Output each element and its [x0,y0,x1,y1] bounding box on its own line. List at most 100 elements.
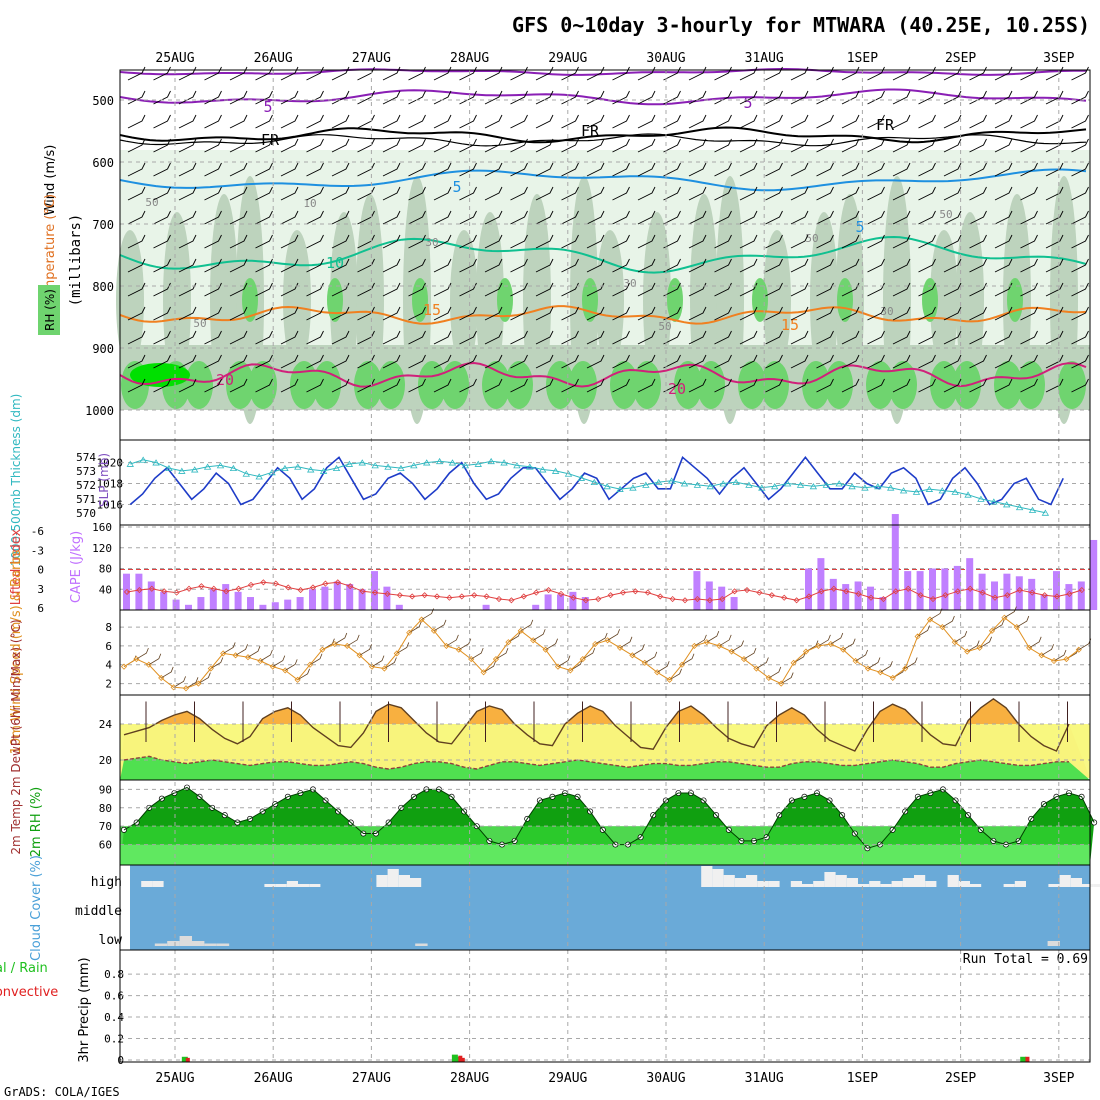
contour-label: 10 [303,197,316,210]
wind-barb [612,66,630,81]
wind-barb [510,330,528,345]
wind-barb [561,210,579,225]
wind10-barb [446,634,459,647]
li-marker [508,597,515,604]
rh-mid-blob [476,212,504,388]
freezing-level-contour [119,126,1087,144]
precip-run-total: Run Total = 0.69 [963,952,1088,967]
wind-barb [892,282,911,297]
rh-dark-blob [505,361,533,409]
wind-barb [153,258,171,273]
wind-barb [688,234,707,249]
thickness-ylabel: 1000-500mb Thickness (dm) [9,394,23,567]
cloud-high-bar [813,881,825,887]
wind-barb [408,378,426,393]
cloud-high-bar [958,881,970,887]
cloud-high-bar [914,875,926,887]
wind10-marker [182,685,190,692]
cloud-high-bar [141,881,153,887]
wind-barb [816,354,834,369]
wind10-marker [840,646,847,653]
wind-barb [739,162,758,177]
wind-barb [663,114,681,129]
wind-barb [535,162,554,177]
wind-barb [127,114,146,129]
wind10-barb [718,634,732,647]
wind10-barb [396,642,410,654]
wind10-marker [629,652,636,659]
wind10-barb [371,655,385,667]
wind-barb [382,138,401,153]
cloud-high-bar [723,875,735,887]
wind-barb [969,138,987,153]
wind-barb [382,90,401,105]
wind-barb [892,114,911,129]
wind-barb [229,90,248,105]
wind-barb [1071,330,1089,345]
wind-barb [433,354,452,369]
wind-barb [867,354,885,369]
wind-barb [969,66,987,81]
li-ytick: 6 [37,602,44,615]
wind-barb [127,210,146,225]
wind10-marker [604,637,611,644]
chart-title: GFS 0~10day 3-hourly for MTWARA (40.25E,… [512,13,1090,37]
wind10-barb [222,642,236,654]
rh2m-base-band [120,844,1090,865]
wind10-barb [582,647,596,660]
wind-barb [612,330,630,345]
wind-barb [459,258,477,273]
wind10-marker [294,676,301,683]
wind-barb [943,66,962,81]
wind-barb [994,234,1013,249]
wind-barb [1045,354,1064,369]
wind-barb [637,282,656,297]
wind-barb [408,258,426,273]
wind-barb [229,114,248,129]
wind10-marker [641,659,648,666]
wind10-marker [939,624,946,631]
wind-barb [229,378,248,393]
wind-barb [153,66,171,81]
wind-barb [204,234,222,249]
precip-total-bar [181,1056,188,1062]
wind10-barb [780,672,794,684]
cape-bar [482,604,490,610]
wind-barb [790,90,809,105]
wind-barb [178,330,197,345]
rh-dark-blob [697,361,725,409]
wind-barb [127,282,146,297]
cloud-high-bar [746,875,758,887]
wind-barb [331,138,350,153]
wind-barb [663,210,681,225]
wind-barb [204,90,222,105]
li-marker [644,589,651,596]
wind-barb [178,186,197,201]
wind-barb [765,282,783,297]
wind-barb [510,90,528,105]
wind-barb [229,138,248,153]
wind-barb [1020,210,1038,225]
slp-series-line [129,455,1064,506]
wind10-marker [902,665,909,672]
wind-barb [459,234,477,249]
wind10-marker [1063,656,1070,663]
wind-barb [433,378,452,393]
precip-ylabel-total: Total / Rain [0,961,48,976]
wind-barb [739,138,758,153]
precip-total-bar [1020,1056,1027,1062]
wind-barb [561,186,579,201]
wind-barb [1020,138,1038,153]
contour-label: 5 [855,218,864,236]
wind-barb [892,306,911,321]
li-marker [818,588,825,595]
wind-barb [1020,282,1038,297]
wind10-barb [198,672,211,684]
wind-barb [892,162,911,177]
wind10-marker [492,656,500,663]
wind-barb [255,66,273,81]
wind10-barb [656,661,670,673]
wind-barb [153,378,171,393]
contour-label: 15 [423,301,441,319]
wind-barb [510,258,528,273]
